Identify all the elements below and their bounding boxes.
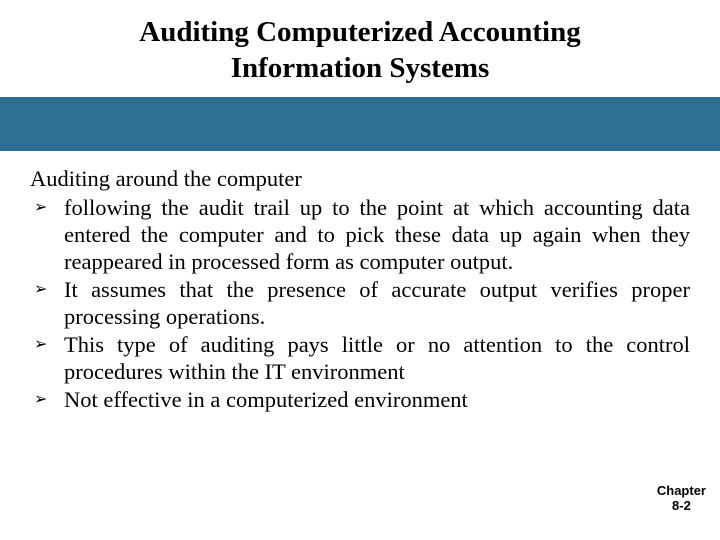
- list-item: ➢ It assumes that the presence of accura…: [30, 276, 690, 330]
- slide-title: Auditing Computerized Accounting Informa…: [0, 0, 720, 97]
- subheading: Auditing around the computer: [30, 165, 690, 192]
- title-line-1: Auditing Computerized Accounting: [139, 16, 580, 48]
- bullet-marker-icon: ➢: [34, 194, 47, 221]
- list-item: ➢ Not effective in a computerized enviro…: [30, 386, 690, 413]
- list-item: ➢ This type of auditing pays little or n…: [30, 331, 690, 385]
- accent-band: [0, 97, 720, 151]
- bullet-text: Not effective in a computerized environm…: [64, 387, 468, 412]
- title-line-2: Information Systems: [231, 52, 490, 84]
- bullet-text: It assumes that the presence of accurate…: [64, 277, 690, 329]
- bullet-list: ➢ following the audit trail up to the po…: [30, 194, 690, 413]
- slide: Auditing Computerized Accounting Informa…: [0, 0, 720, 540]
- footer-line-2: 8-2: [672, 498, 691, 513]
- slide-footer: Chapter 8-2: [657, 484, 706, 514]
- bullet-text: following the audit trail up to the poin…: [64, 195, 690, 274]
- bullet-text: This type of auditing pays little or no …: [64, 332, 690, 384]
- bullet-marker-icon: ➢: [34, 276, 47, 303]
- bullet-marker-icon: ➢: [34, 386, 47, 413]
- content-region: Auditing around the computer ➢ following…: [0, 151, 720, 413]
- footer-line-1: Chapter: [657, 483, 706, 498]
- bullet-marker-icon: ➢: [34, 331, 47, 358]
- list-item: ➢ following the audit trail up to the po…: [30, 194, 690, 275]
